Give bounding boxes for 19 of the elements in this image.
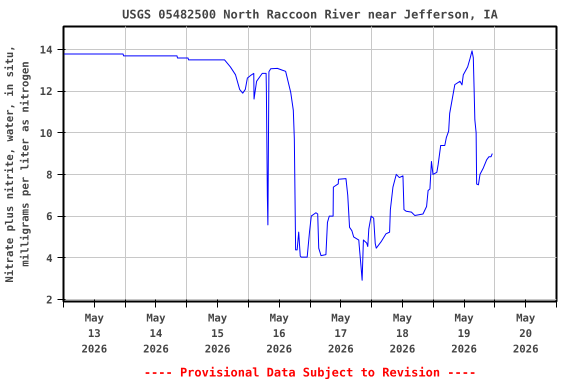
x-tick-label: May 19 2026: [451, 312, 477, 356]
y-tick-label: 14: [40, 43, 53, 56]
x-tick-label: May 16 2026: [266, 312, 292, 356]
x-tick-label: May 15 2026: [204, 312, 230, 356]
x-tick-label: May 17 2026: [328, 312, 354, 356]
x-tick-label: May 18 2026: [390, 312, 416, 356]
x-tick-label: May 13 2026: [81, 312, 108, 356]
x-tick-label: May 20 2026: [512, 312, 539, 356]
y-tick-label: 2: [46, 293, 53, 306]
y-axis-title: Nitrate plus nitrite, water, in situ, milligrams per liter as nitrogen: [3, 45, 32, 283]
y-tick-label: 6: [46, 210, 53, 224]
y-tick-label: 8: [46, 168, 53, 182]
text: ---- Provisional Data Subject to Revision ----: [144, 366, 476, 380]
chart-title: USGS 05482500 North Raccoon River near Jefferson, IA: [122, 8, 499, 22]
x-tick-label: May 14 2026: [143, 312, 169, 356]
y-tick-label: 4: [46, 252, 53, 265]
y-tick-label: 12: [40, 85, 53, 98]
y-tick-label: 10: [40, 126, 53, 140]
line-series: [64, 50, 493, 281]
